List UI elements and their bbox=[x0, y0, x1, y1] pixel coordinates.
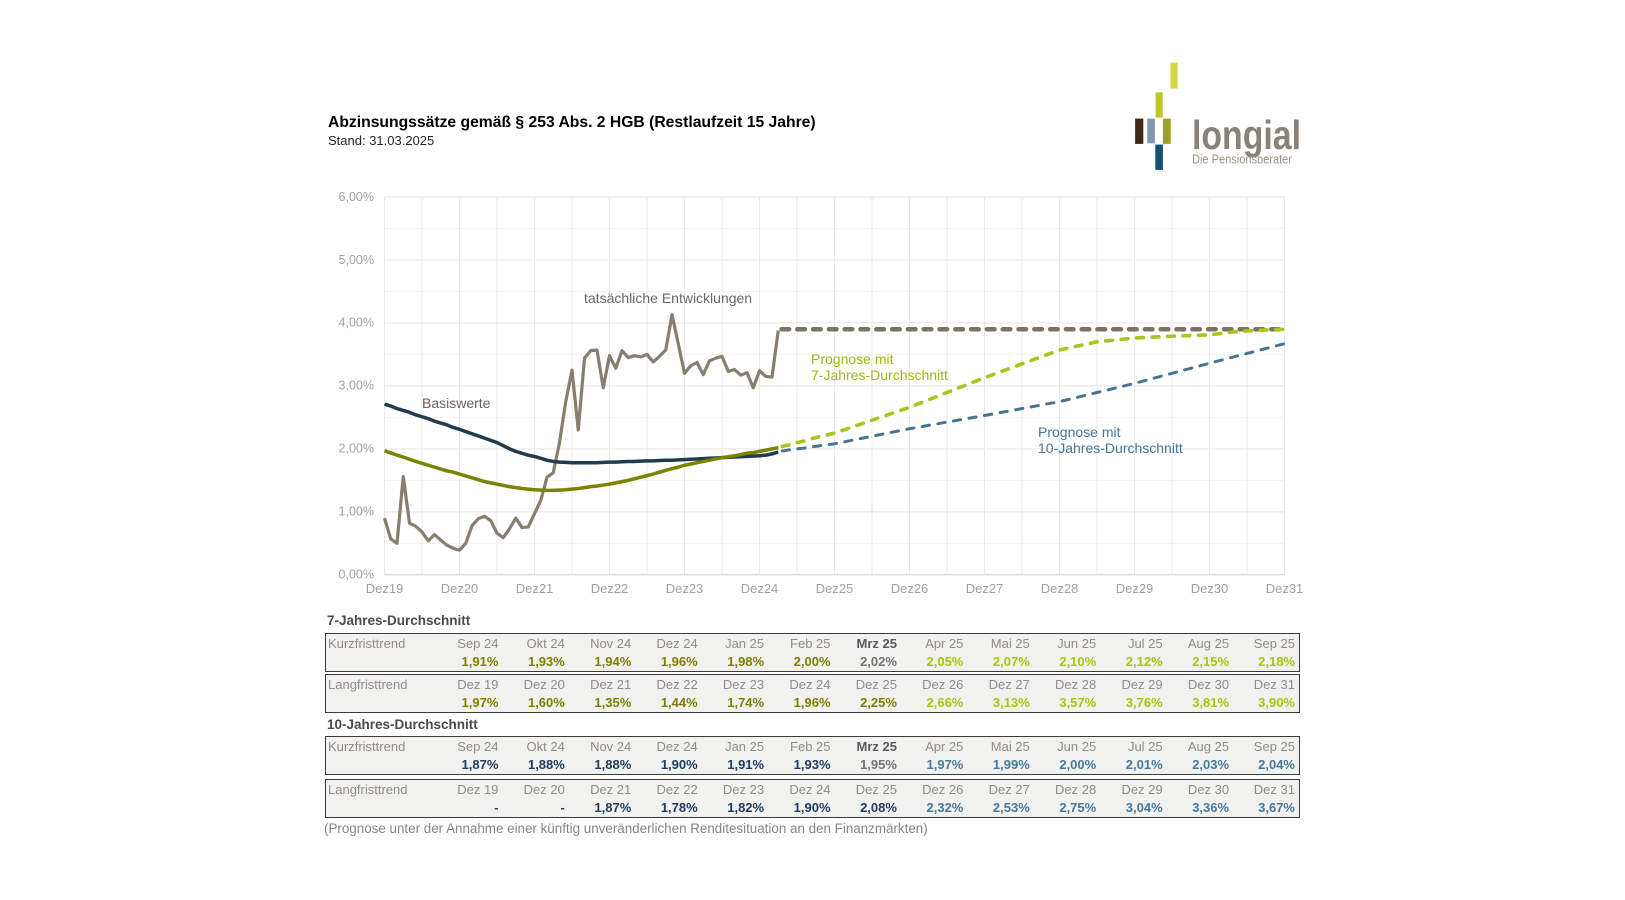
svg-text:10-Jahres-Durchschnitt: 10-Jahres-Durchschnitt bbox=[1038, 440, 1183, 456]
svg-text:tatsächliche Entwicklungen: tatsächliche Entwicklungen bbox=[584, 290, 752, 306]
svg-text:Dez31: Dez31 bbox=[1266, 581, 1304, 596]
svg-text:Die Pensionsberater: Die Pensionsberater bbox=[1192, 152, 1293, 167]
svg-text:Dez28: Dez28 bbox=[1041, 581, 1079, 596]
svg-text:Basiswerte: Basiswerte bbox=[422, 395, 491, 411]
svg-text:Dez22: Dez22 bbox=[591, 581, 629, 596]
svg-text:Prognose mit: Prognose mit bbox=[1038, 424, 1121, 440]
svg-text:longial: longial bbox=[1192, 112, 1301, 158]
svg-text:Dez23: Dez23 bbox=[666, 581, 704, 596]
svg-text:7-Jahres-Durchschnitt: 7-Jahres-Durchschnitt bbox=[811, 367, 948, 383]
svg-text:Prognose mit: Prognose mit bbox=[811, 351, 894, 367]
svg-text:3,00%: 3,00% bbox=[339, 379, 374, 393]
svg-text:4,00%: 4,00% bbox=[339, 316, 374, 330]
svg-text:2,00%: 2,00% bbox=[339, 442, 374, 456]
svg-text:Dez30: Dez30 bbox=[1191, 581, 1229, 596]
svg-text:6,00%: 6,00% bbox=[339, 190, 374, 204]
svg-text:Dez21: Dez21 bbox=[516, 581, 554, 596]
svg-text:5,00%: 5,00% bbox=[339, 253, 374, 267]
svg-text:Dez19: Dez19 bbox=[366, 581, 404, 596]
svg-text:Dez29: Dez29 bbox=[1116, 581, 1154, 596]
svg-text:Dez26: Dez26 bbox=[891, 581, 929, 596]
svg-text:Dez24: Dez24 bbox=[741, 581, 779, 596]
svg-text:1,00%: 1,00% bbox=[339, 505, 374, 519]
svg-text:Dez20: Dez20 bbox=[441, 581, 479, 596]
svg-text:0,00%: 0,00% bbox=[339, 568, 374, 582]
svg-text:Dez27: Dez27 bbox=[966, 581, 1004, 596]
svg-text:Dez25: Dez25 bbox=[816, 581, 854, 596]
